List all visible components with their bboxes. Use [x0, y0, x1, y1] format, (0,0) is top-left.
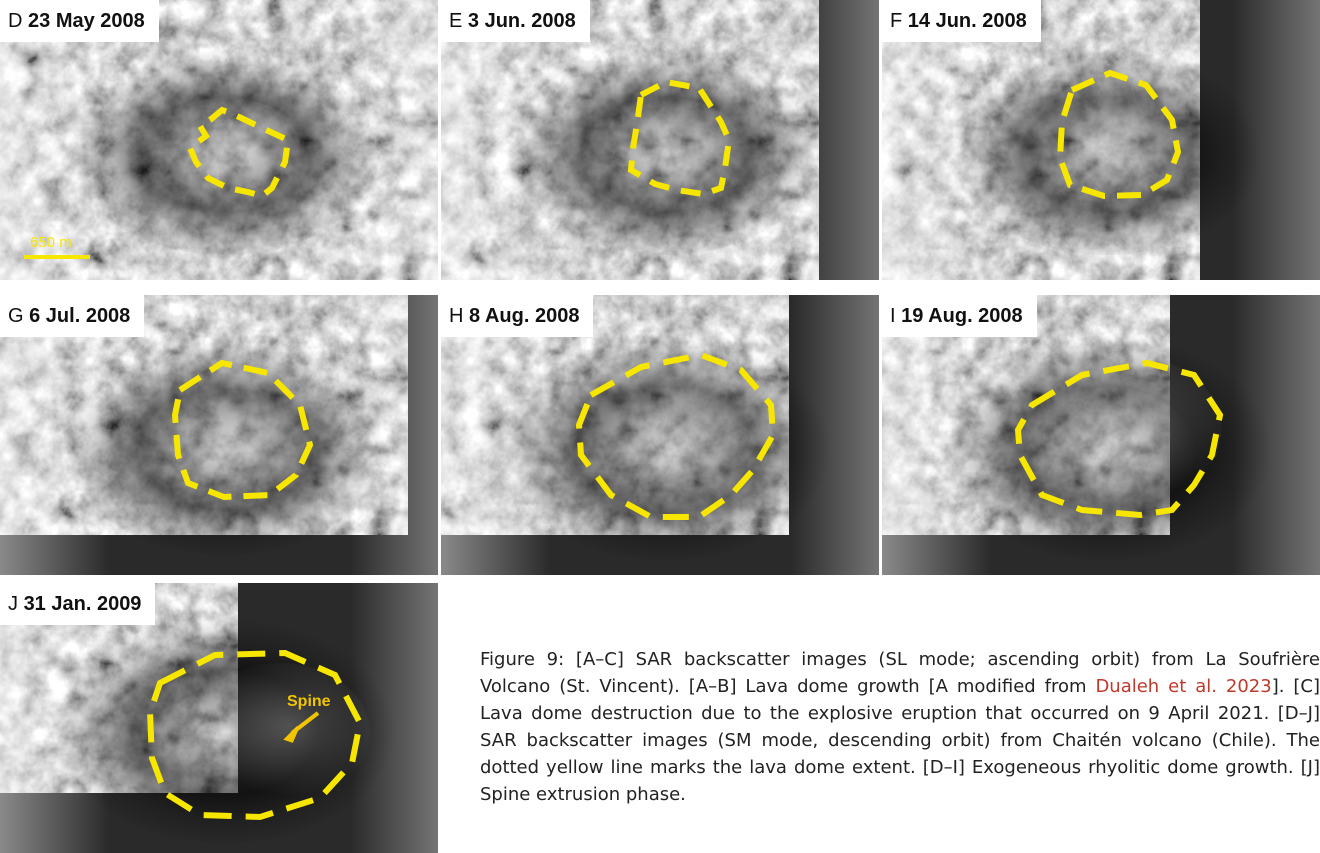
spine-arrowhead: [283, 725, 300, 743]
sar-panel-j: J 31 Jan. 2009 Spine: [0, 583, 438, 853]
lava-dome-outline: [627, 78, 733, 198]
panel-label: F 14 Jun. 2008: [882, 0, 1041, 42]
sar-image: [0, 0, 438, 280]
sar-image: [441, 0, 879, 280]
sar-image: [0, 583, 438, 853]
sar-panel-h: H 8 Aug. 2008: [441, 295, 879, 575]
panel-label: G 6 Jul. 2008: [0, 295, 145, 337]
caption-text: ]. [C] Lava dome destruction due to the …: [480, 676, 1320, 805]
sar-panel-i: I 19 Aug. 2008: [882, 295, 1320, 575]
lava-dome-outline: [186, 106, 292, 200]
scale-bar-label: 650 m: [30, 234, 72, 251]
panel-label: E 3 Jun. 2008: [441, 0, 590, 42]
sar-image: [0, 295, 438, 575]
lava-dome-outline: [575, 351, 777, 520]
lava-dome-outline: [146, 649, 364, 821]
lava-dome-outline: [171, 359, 314, 501]
sar-panel-d: D 23 May 2008 650 m: [0, 0, 438, 280]
sar-panel-e: E 3 Jun. 2008: [441, 0, 879, 280]
caption-text: Figure 9: [A–C] SAR backscatter images (…: [480, 649, 1320, 697]
panel-label: I 19 Aug. 2008: [882, 295, 1037, 337]
reference-link[interactable]: Dualeh et al. 2023: [1095, 676, 1272, 697]
panel-label: D 23 May 2008: [0, 0, 159, 42]
sar-image: [882, 0, 1320, 280]
sar-panel-g: G 6 Jul. 2008: [0, 295, 438, 575]
panel-label: H 8 Aug. 2008: [441, 295, 594, 337]
panel-label: J 31 Jan. 2009: [0, 583, 156, 625]
sar-image: [882, 295, 1320, 575]
lava-dome-outline: [1056, 69, 1182, 200]
sar-image: [441, 295, 879, 575]
scale-bar: [24, 255, 90, 259]
figure-caption: Figure 9: [A–C] SAR backscatter images (…: [480, 646, 1320, 808]
spine-label: Spine: [287, 693, 331, 710]
lava-dome-outline: [1014, 359, 1224, 519]
sar-panel-f: F 14 Jun. 2008: [882, 0, 1320, 280]
